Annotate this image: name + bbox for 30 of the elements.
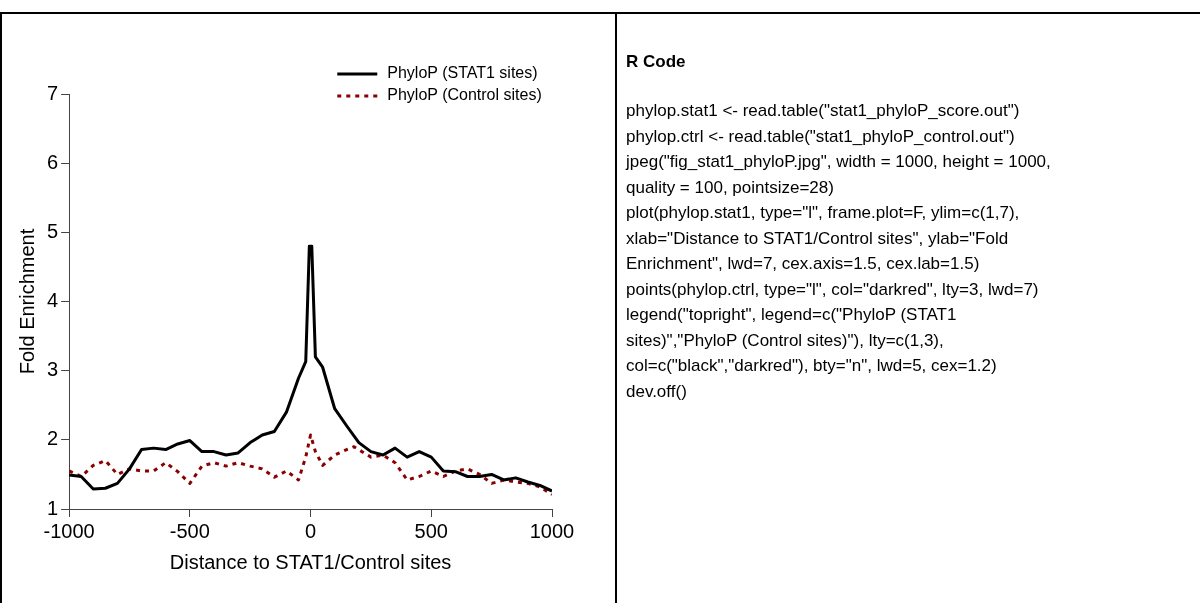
text: dev.off() xyxy=(626,380,688,403)
text: jpeg("fig_stat1_phyloP.jpg", width = 1000, height = 1000, xyxy=(626,151,1052,173)
x-tick-label: -500 xyxy=(169,519,210,542)
y-tick-label: 4 xyxy=(47,289,59,312)
y-tick-label: 3 xyxy=(47,358,59,381)
text: points(phylop.ctrl, type="l", col="darkred", lty=3, lwd=7) xyxy=(626,278,1040,301)
text: R Code xyxy=(626,52,687,72)
legend-label: PhyloP (Control sites) xyxy=(387,86,542,104)
x-tick-label: 500 xyxy=(414,519,448,542)
x-axis-title: Distance to STAT1/Control sites xyxy=(169,550,452,573)
y-tick-label: 6 xyxy=(47,150,59,173)
y-tick-label: 7 xyxy=(47,81,59,104)
text: xlab="Distance to STAT1/Control sites", ylab="Fold xyxy=(626,227,1010,250)
text: sites)","PhyloP (Control sites)"), lty=c(1,3), xyxy=(626,329,945,352)
y-tick-label: 5 xyxy=(47,219,59,242)
text: Enrichment", lwd=7, cex.axis=1.5, cex.lab=1.5) xyxy=(626,253,981,275)
text: legend("topright", legend=c("PhyloP (STAT1 xyxy=(626,304,958,326)
x-tick-label: -1000 xyxy=(43,519,95,542)
legend-label: PhyloP (STAT1 sites) xyxy=(387,64,538,82)
text: phylop.stat1 <- read.table("stat1_phyloP_score.out") xyxy=(626,100,1021,122)
text: quality = 100, pointsize=28) xyxy=(626,176,835,199)
y-axis-title: Fold Enrichment xyxy=(15,228,38,375)
line-series xyxy=(69,433,552,496)
x-tick-label: 1000 xyxy=(529,519,575,542)
text: plot(phylop.stat1, type="l", frame.plot=F, ylim=c(1,7), xyxy=(626,202,1021,224)
text: col=c("black","darkred"), bty="n", lwd=5, cex=1.2) xyxy=(626,355,998,377)
y-tick-label: 2 xyxy=(47,427,59,450)
y-tick-label: 1 xyxy=(47,496,59,519)
text: phylop.ctrl <- read.table("stat1_phyloP_control.out") xyxy=(626,125,1016,148)
x-tick-label: 0 xyxy=(305,519,317,542)
